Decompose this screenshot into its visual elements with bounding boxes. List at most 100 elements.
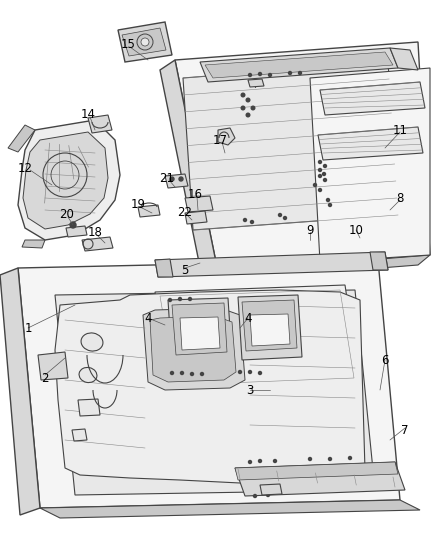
Text: 22: 22	[177, 206, 192, 220]
Circle shape	[268, 74, 272, 77]
Text: 15: 15	[120, 38, 135, 52]
Circle shape	[169, 298, 172, 302]
Polygon shape	[155, 285, 360, 392]
Circle shape	[244, 219, 247, 222]
Circle shape	[308, 457, 311, 461]
Polygon shape	[88, 115, 112, 133]
Circle shape	[328, 457, 332, 461]
Polygon shape	[218, 128, 235, 145]
Circle shape	[299, 71, 301, 75]
Text: 6: 6	[381, 353, 389, 367]
Text: 9: 9	[306, 223, 314, 237]
Polygon shape	[38, 352, 68, 380]
Circle shape	[191, 373, 194, 376]
Polygon shape	[72, 429, 87, 441]
Polygon shape	[40, 500, 420, 518]
Polygon shape	[175, 42, 430, 272]
Polygon shape	[183, 62, 398, 230]
Polygon shape	[23, 132, 108, 229]
Circle shape	[251, 221, 254, 223]
Polygon shape	[143, 308, 245, 390]
Circle shape	[318, 160, 321, 164]
Circle shape	[251, 106, 255, 110]
Polygon shape	[122, 28, 166, 56]
Circle shape	[241, 106, 245, 110]
Circle shape	[258, 372, 261, 375]
Polygon shape	[0, 268, 40, 515]
Circle shape	[322, 173, 325, 175]
Circle shape	[254, 495, 257, 497]
Polygon shape	[150, 316, 236, 382]
Circle shape	[318, 189, 321, 191]
Polygon shape	[248, 79, 264, 87]
Text: 8: 8	[396, 191, 404, 205]
Ellipse shape	[81, 333, 103, 351]
Circle shape	[246, 113, 250, 117]
Polygon shape	[318, 127, 423, 160]
Circle shape	[318, 174, 321, 177]
Polygon shape	[55, 290, 375, 495]
Circle shape	[70, 222, 76, 228]
Polygon shape	[172, 303, 227, 355]
Polygon shape	[18, 120, 120, 240]
Polygon shape	[250, 314, 290, 346]
Text: 18: 18	[88, 227, 102, 239]
Polygon shape	[260, 484, 282, 495]
Text: 10: 10	[349, 223, 364, 237]
Circle shape	[179, 177, 183, 181]
Circle shape	[324, 179, 326, 182]
Text: 2: 2	[41, 372, 49, 384]
Polygon shape	[235, 462, 405, 496]
Polygon shape	[310, 68, 430, 262]
Circle shape	[314, 183, 317, 187]
Polygon shape	[8, 125, 35, 152]
Circle shape	[241, 93, 245, 97]
Ellipse shape	[79, 367, 97, 383]
Circle shape	[180, 372, 184, 375]
Polygon shape	[390, 48, 418, 70]
Polygon shape	[22, 240, 45, 248]
Text: 3: 3	[246, 384, 254, 397]
Polygon shape	[205, 52, 393, 78]
Text: 14: 14	[81, 109, 95, 122]
Circle shape	[349, 456, 352, 459]
Polygon shape	[185, 196, 213, 212]
Circle shape	[248, 370, 251, 374]
Text: 19: 19	[131, 198, 145, 212]
Text: 7: 7	[401, 424, 409, 437]
Polygon shape	[138, 205, 160, 217]
Circle shape	[273, 459, 276, 463]
Text: 17: 17	[212, 133, 227, 147]
Circle shape	[188, 297, 191, 301]
Circle shape	[266, 494, 269, 497]
Polygon shape	[185, 211, 207, 224]
Circle shape	[170, 372, 173, 375]
Polygon shape	[242, 300, 297, 351]
Circle shape	[258, 72, 261, 76]
Polygon shape	[155, 259, 173, 277]
Polygon shape	[66, 226, 87, 237]
Text: 4: 4	[244, 311, 252, 325]
Circle shape	[141, 38, 149, 46]
Polygon shape	[320, 82, 425, 115]
Text: 16: 16	[187, 189, 202, 201]
Circle shape	[170, 177, 174, 181]
Polygon shape	[203, 255, 430, 282]
Circle shape	[318, 168, 321, 172]
Circle shape	[258, 459, 261, 463]
Circle shape	[201, 373, 204, 376]
Polygon shape	[168, 298, 232, 363]
Circle shape	[179, 297, 181, 301]
Circle shape	[326, 198, 329, 201]
Circle shape	[246, 98, 250, 102]
Text: 5: 5	[181, 263, 189, 277]
Text: 4: 4	[144, 311, 152, 325]
Circle shape	[248, 74, 251, 77]
Text: 1: 1	[24, 321, 32, 335]
Circle shape	[239, 370, 241, 374]
Polygon shape	[118, 22, 172, 62]
Text: 20: 20	[60, 208, 74, 222]
Polygon shape	[238, 295, 302, 360]
Polygon shape	[235, 462, 398, 480]
Polygon shape	[370, 252, 388, 270]
